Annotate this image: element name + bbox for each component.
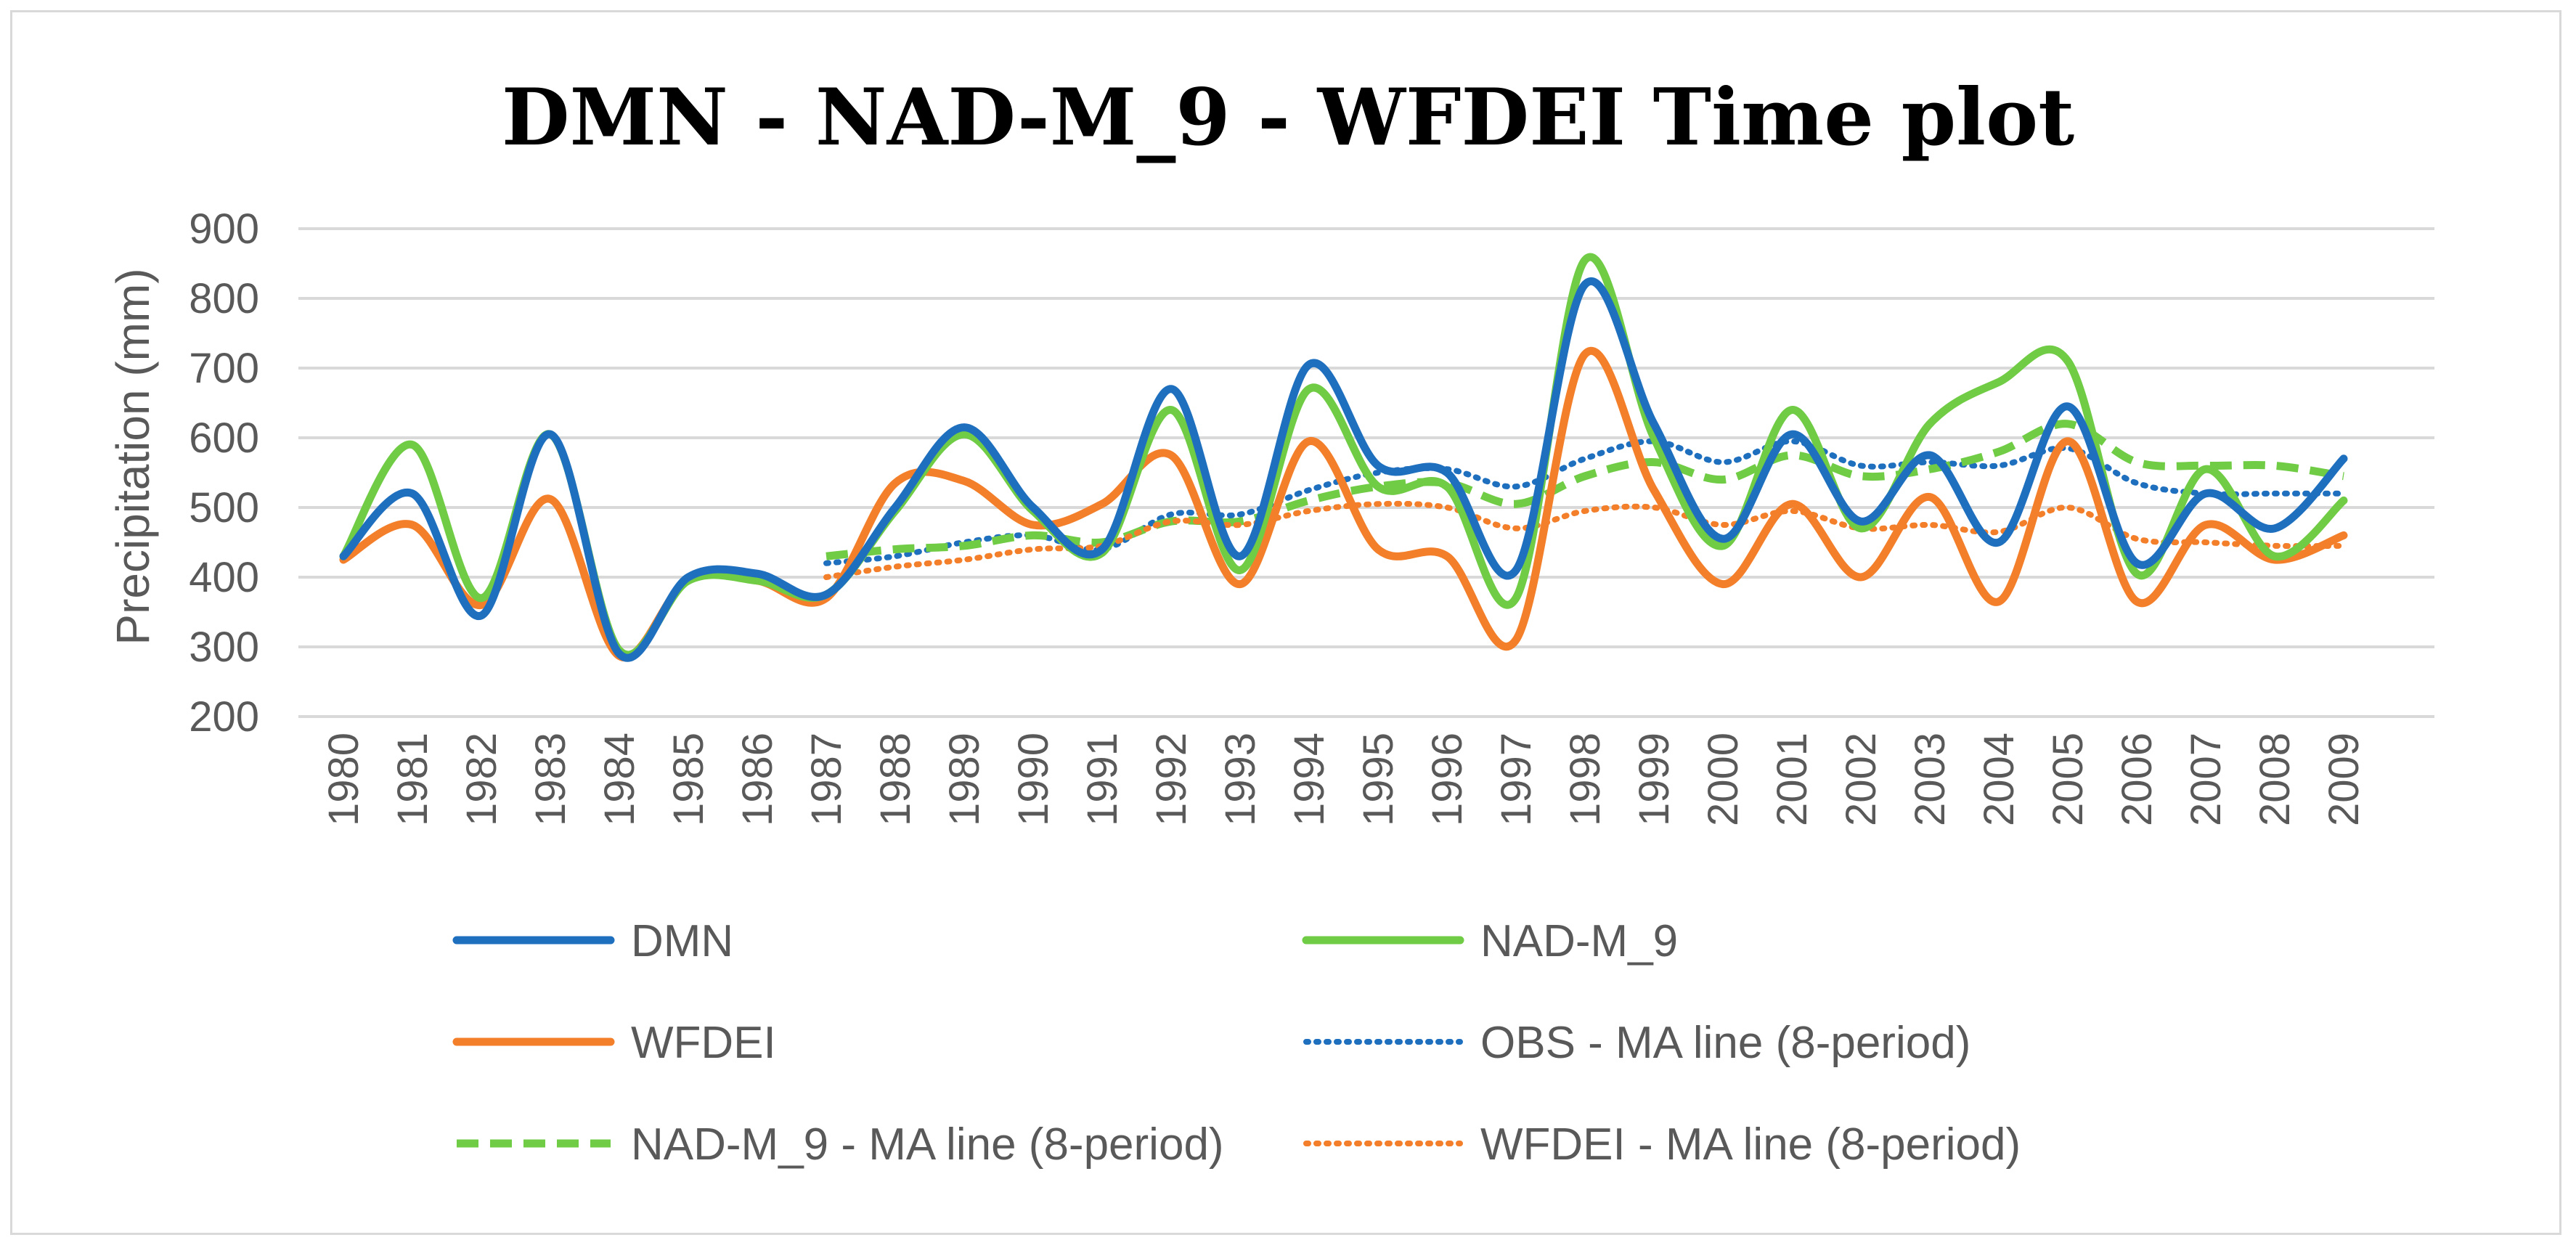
y-tick-label: 800 <box>189 275 259 322</box>
x-tick-label: 1999 <box>1631 733 1678 826</box>
x-tick-label: 1988 <box>872 733 919 826</box>
legend-label: NAD-M_9 - MA line (8-period) <box>631 1119 1224 1170</box>
x-axis-ticks: 1980 1981 1982 1983 1984 1985 1986 1987 1988 1989… <box>320 733 2368 826</box>
series-line-dmn <box>339 277 2348 662</box>
x-tick-label: 1989 <box>941 733 988 826</box>
x-tick-label: 2002 <box>1838 733 1885 826</box>
series-line-nad-m-9-ma-line-8-period <box>826 420 2344 560</box>
x-tick-label: 1991 <box>1079 733 1126 826</box>
x-tick-label: 2005 <box>2045 733 2092 826</box>
legend-item-dmn: DMN <box>452 916 733 966</box>
x-tick-label: 1981 <box>389 733 436 826</box>
x-tick-label: 1982 <box>458 733 505 826</box>
chart-frame: DMN - NAD-M_9 - WFDEI Time plot Precipit… <box>10 10 2561 1235</box>
x-tick-label: 2007 <box>2182 733 2230 826</box>
y-tick-label: 200 <box>189 693 259 741</box>
x-tick-label: 2004 <box>1976 733 2023 826</box>
x-tick-label: 1984 <box>596 733 643 826</box>
y-tick-label: 600 <box>189 415 259 462</box>
y-tick-label: 900 <box>189 205 259 253</box>
legend-item-wfdei: WFDEI <box>452 1018 776 1068</box>
legend-item-wfdei-ma-line-8-period: WFDEI - MA line (8-period) <box>1303 1119 2021 1170</box>
legend-label: WFDEI - MA line (8-period) <box>1480 1119 2021 1170</box>
series-lines <box>339 253 2348 662</box>
series-line-obs-ma-line-8-period <box>823 438 2347 566</box>
x-tick-label: 2006 <box>2114 733 2161 826</box>
chart-title: DMN - NAD-M_9 - WFDEI Time plot <box>502 72 2074 163</box>
x-tick-label: 1987 <box>803 733 850 826</box>
series-line-wfdei-ma-line-8-period <box>823 500 2347 580</box>
y-tick-label: 400 <box>189 554 259 601</box>
series-line-nad-m-9 <box>339 253 2348 659</box>
x-tick-label: 1996 <box>1424 733 1471 826</box>
y-tick-label: 500 <box>189 484 259 531</box>
y-tick-label: 700 <box>189 345 259 392</box>
x-tick-label: 1995 <box>1355 733 1402 826</box>
y-tick-label: 300 <box>189 624 259 671</box>
x-tick-label: 1980 <box>320 733 367 826</box>
legend-item-nad-m-9: NAD-M_9 <box>1302 916 1678 966</box>
legend-label: NAD-M_9 <box>1480 916 1678 966</box>
legend-label: WFDEI <box>631 1018 776 1068</box>
legend-item-obs-ma-line-8-period: OBS - MA line (8-period) <box>1303 1018 1970 1068</box>
x-tick-label: 1992 <box>1148 733 1195 826</box>
x-tick-label: 2001 <box>1769 733 1816 826</box>
x-tick-label: 2008 <box>2251 733 2299 826</box>
x-tick-label: 2009 <box>2320 733 2368 826</box>
legend-label: DMN <box>631 916 733 966</box>
x-tick-label: 2003 <box>1907 733 1954 826</box>
x-tick-label: 1994 <box>1286 733 1333 826</box>
x-tick-label: 1993 <box>1217 733 1264 826</box>
x-tick-label: 1985 <box>665 733 712 826</box>
x-tick-label: 1983 <box>527 733 574 826</box>
legend-label: OBS - MA line (8-period) <box>1480 1018 1970 1068</box>
x-tick-label: 1990 <box>1010 733 1057 826</box>
gridlines <box>298 227 2434 718</box>
chart-canvas: DMN - NAD-M_9 - WFDEI Time plot Precipit… <box>107 72 2434 1170</box>
x-tick-label: 1998 <box>1562 733 1609 826</box>
x-tick-label: 1986 <box>734 733 781 826</box>
legend-item-nad-m-9-ma-line-8-period: NAD-M_9 - MA line (8-period) <box>457 1119 1224 1170</box>
y-axis-ticks: 200 300 400 500 600 700 800 900 <box>189 205 259 741</box>
legend: DMN NAD-M_9 WFDEI OBS - MA line (8-period) N… <box>452 916 2021 1170</box>
x-tick-label: 2000 <box>1700 733 1747 826</box>
x-tick-label: 1997 <box>1493 733 1540 826</box>
y-axis-label: Precipitation (mm) <box>107 268 159 645</box>
